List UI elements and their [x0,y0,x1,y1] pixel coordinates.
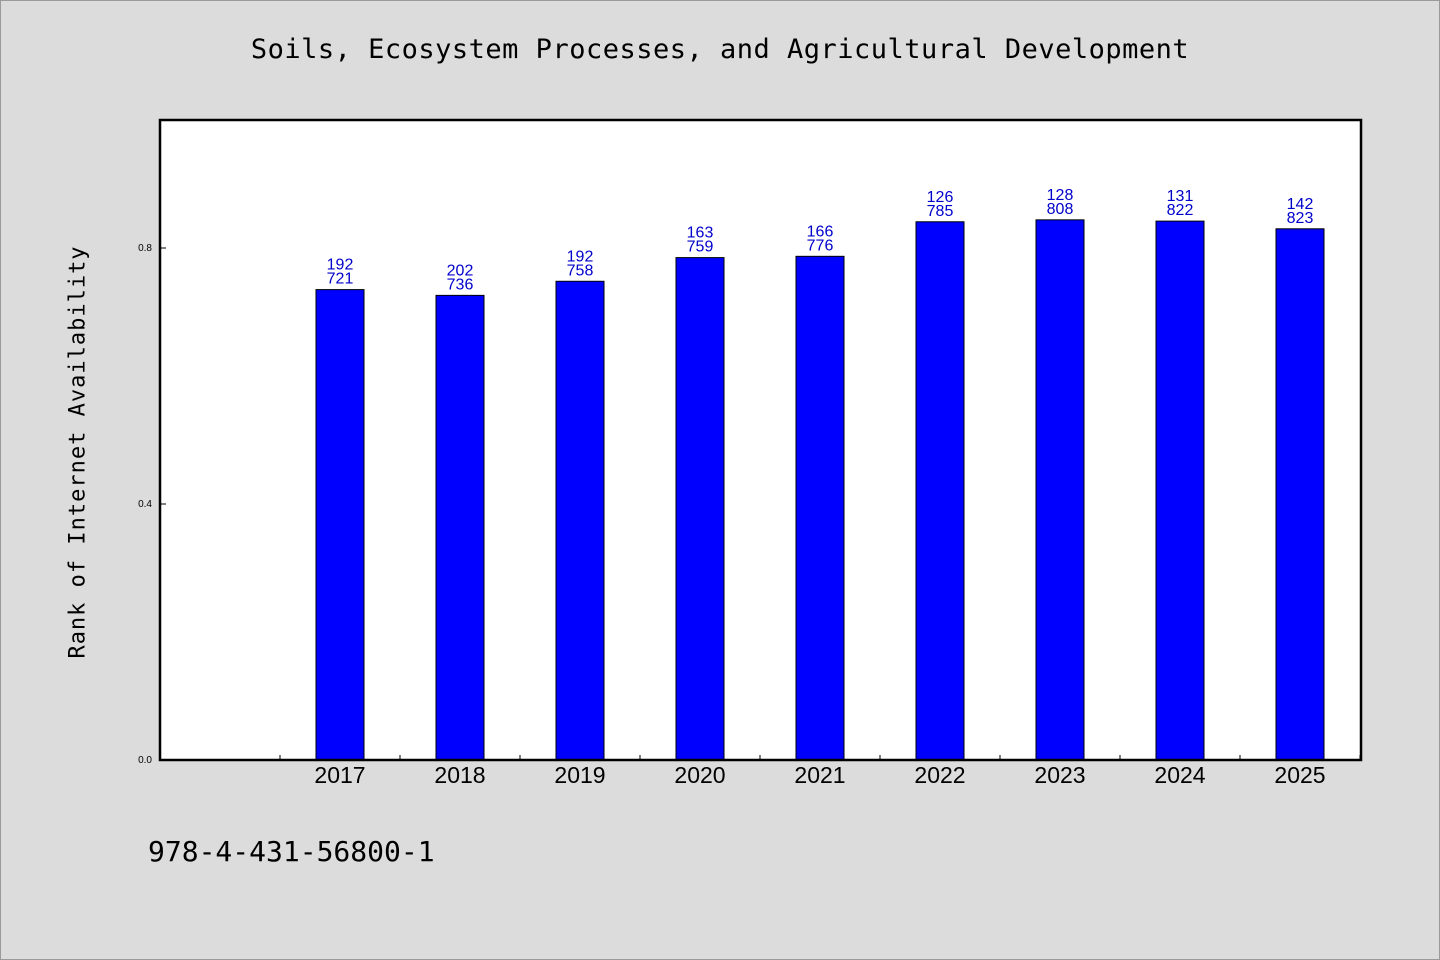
x-tick-label-2018: 2018 [434,762,485,788]
data-label-2020-1: 163 [687,225,714,242]
data-label-2025-2: 823 [1287,210,1314,227]
bar-2022 [915,221,965,761]
x-tick-label-2022: 2022 [914,762,965,788]
data-label-2019-1: 192 [567,248,594,265]
x-tick-label-2024: 2024 [1154,762,1205,788]
bar-2021 [795,255,845,761]
data-label-2020-2: 759 [687,239,714,256]
bar-2025 [1275,228,1325,761]
bar-2019 [555,280,605,761]
plot-border [158,118,1363,762]
data-label-2021-1: 166 [807,223,834,240]
bar-2017 [315,289,365,761]
data-label-2025-1: 142 [1287,196,1314,213]
data-label-2023-2: 808 [1047,201,1074,218]
data-label-2017-2: 721 [327,271,354,288]
bar-2018 [435,294,485,761]
bar-2023 [1035,219,1085,761]
data-label-2018-1: 202 [447,262,474,279]
data-label-2024-1: 131 [1167,188,1194,205]
data-label-2024-2: 822 [1167,202,1194,219]
data-label-2019-2: 758 [567,262,594,279]
x-tick-label-2023: 2023 [1034,762,1085,788]
data-label-2021-2: 776 [807,237,834,254]
chart-title: Soils, Ecosystem Processes, and Agricult… [250,34,1190,65]
y-tick-label: 0.8 [138,243,152,254]
data-label-2022-1: 126 [927,189,954,206]
x-tick-label-2025: 2025 [1274,762,1325,788]
x-tick-label-2017: 2017 [314,762,365,788]
x-tick-label-2020: 2020 [674,762,725,788]
data-label-2022-2: 785 [927,203,954,220]
y-tick-label: 0.0 [138,755,152,766]
isbn-text: 978-4-431-56800-1 [148,835,435,868]
bar-2020 [675,257,725,761]
data-label-2017-1: 192 [327,257,354,274]
x-tick-label-2019: 2019 [554,762,605,788]
x-tick-label-2021: 2021 [794,762,845,788]
bar-2024 [1155,220,1205,761]
data-label-2023-1: 128 [1047,187,1074,204]
y-tick-label: 0.4 [138,499,152,510]
data-label-2018-2: 736 [447,276,474,293]
